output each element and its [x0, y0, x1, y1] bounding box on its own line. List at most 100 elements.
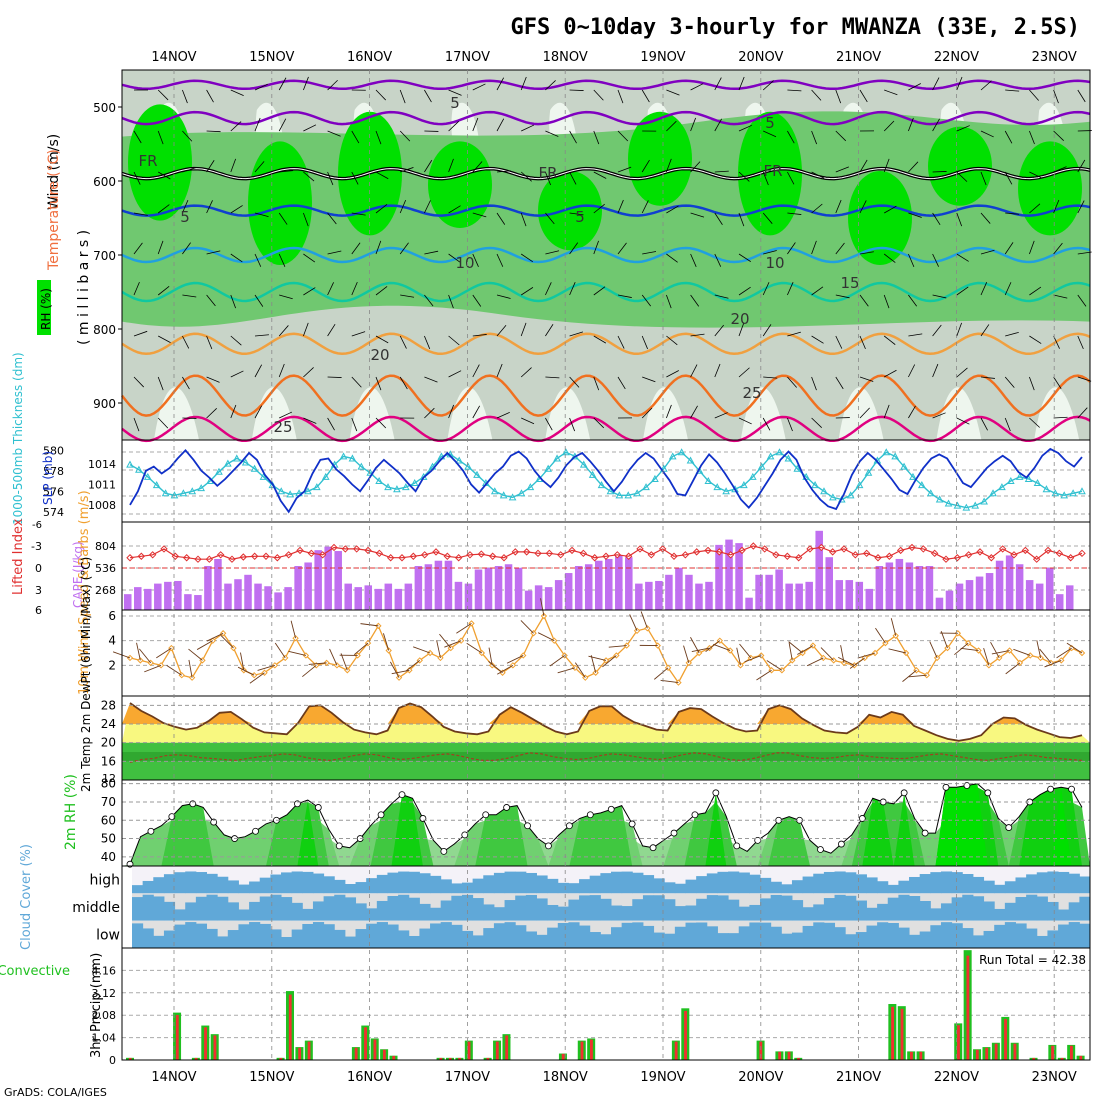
wind-barb — [787, 331, 801, 337]
wind-barb — [593, 240, 599, 255]
cloud-bar — [461, 930, 474, 948]
cloud-bar — [451, 883, 463, 894]
cape-bar — [855, 581, 864, 610]
y-tick-label: 800 — [93, 323, 116, 337]
wind-barb — [545, 250, 560, 255]
precip-convective-bar — [307, 1041, 311, 1060]
cloud-bar — [323, 876, 335, 894]
wind-barb — [383, 633, 390, 651]
wind-barb — [766, 660, 783, 671]
wind-barb — [496, 118, 505, 132]
wind-barb — [956, 417, 970, 425]
cloud-bar — [281, 897, 293, 921]
wind-barb — [883, 158, 890, 173]
wind-barb — [133, 330, 148, 337]
wind-barb — [400, 294, 415, 298]
wind-barb — [641, 294, 652, 307]
wind-barb — [932, 253, 939, 267]
wind-barb — [932, 324, 942, 337]
cloud-bar — [994, 908, 1006, 921]
wind-barb — [617, 166, 632, 173]
cloud-bar — [781, 933, 793, 948]
wind-barb — [1005, 331, 1019, 337]
wind-barb — [375, 335, 389, 344]
wind-barb — [932, 118, 940, 132]
precip-convective-bar — [787, 1051, 791, 1060]
cloud-bar — [653, 895, 665, 921]
cloud-bar — [813, 904, 825, 921]
cloud-bar — [376, 874, 388, 894]
precip-convective-bar — [373, 1039, 377, 1060]
rh-marker — [461, 831, 469, 839]
precip-convective-bar — [900, 1008, 904, 1060]
cape-bar — [845, 580, 854, 610]
wind-barb — [875, 627, 886, 644]
rh-marker — [335, 842, 343, 850]
wind-barb — [835, 294, 850, 299]
cloud-bar — [504, 871, 516, 894]
cape-bar — [615, 555, 623, 610]
wind-barb — [738, 322, 745, 337]
cloud-bar — [334, 929, 346, 948]
cloud-bar — [132, 885, 144, 894]
cape-bar — [1055, 594, 1064, 610]
wind-marker — [188, 674, 196, 681]
contour-30 — [121, 415, 1091, 443]
wind-barb — [472, 117, 479, 132]
wind-barb — [811, 130, 818, 145]
thickness-marker — [1078, 487, 1086, 495]
top-date-label: 20NOV — [738, 50, 783, 65]
wind-barb — [811, 286, 824, 296]
cloud-bar — [760, 877, 772, 894]
ylabel-cape: CAPE (J/kg) — [71, 541, 85, 608]
wind-barb — [448, 335, 460, 346]
cloud-bar — [940, 871, 953, 894]
wind-marker — [375, 622, 382, 630]
wind-barb — [549, 655, 565, 667]
rh-marker — [314, 804, 322, 811]
wind-barb — [545, 171, 552, 186]
rh-fill — [122, 802, 1090, 866]
rh-tick: 80 — [101, 777, 116, 791]
cape-bar — [945, 590, 954, 610]
wind-barb — [593, 286, 606, 296]
wind-barb — [1039, 648, 1052, 664]
wind-barb — [472, 212, 487, 218]
bottom-date-label: 23NOV — [1032, 1070, 1077, 1085]
top-date-label: 18NOV — [543, 50, 588, 65]
wind-barb — [545, 212, 555, 225]
cloud-bar — [163, 874, 176, 894]
cape-bar — [404, 583, 413, 610]
cloud-bar — [887, 922, 899, 948]
bottom-date-label: 20NOV — [738, 1070, 783, 1085]
cloud-bar — [696, 898, 708, 921]
wind-barb — [254, 117, 261, 132]
cape-bar — [424, 564, 433, 610]
wind-barb — [540, 598, 545, 617]
wind-barb — [230, 370, 244, 378]
wind-barb — [448, 205, 461, 214]
wind-barb — [588, 655, 607, 661]
cloud-bar — [472, 935, 484, 948]
wind-barb — [413, 646, 431, 654]
cloud-bar — [493, 907, 506, 921]
cloud-bar — [408, 871, 420, 894]
wind-barb — [1077, 294, 1087, 307]
wind-barb — [182, 376, 190, 390]
wind-barb — [496, 170, 511, 173]
precip-convective-bar — [204, 1027, 207, 1060]
wind-barb — [835, 199, 842, 214]
cloud-bar — [419, 873, 431, 894]
wind-barb — [1053, 294, 1068, 299]
wind-barb — [956, 125, 970, 132]
contour-label: 20 — [370, 346, 389, 364]
cloud-bar — [259, 896, 271, 921]
wind-barb — [424, 200, 431, 214]
cape-bar — [835, 580, 844, 610]
cape-bar — [1065, 585, 1074, 610]
top-date-label: 19NOV — [640, 50, 685, 65]
cloud-bar — [398, 894, 410, 921]
cloud-bar — [1004, 902, 1016, 921]
cape-bar — [254, 583, 262, 610]
